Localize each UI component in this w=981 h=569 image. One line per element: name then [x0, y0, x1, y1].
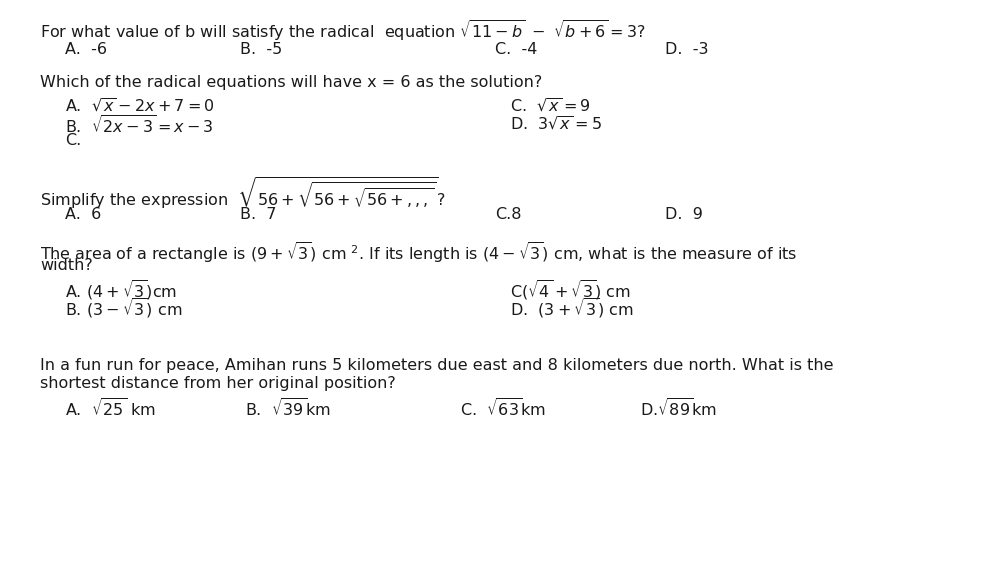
Text: C$(\sqrt{4}+\sqrt{3})$ cm: C$(\sqrt{4}+\sqrt{3})$ cm [510, 278, 631, 302]
Text: D.$\sqrt{89}$km: D.$\sqrt{89}$km [640, 398, 717, 420]
Text: D.  -3: D. -3 [665, 42, 708, 57]
Text: C.  $\sqrt{63}$km: C. $\sqrt{63}$km [460, 398, 545, 420]
Text: width?: width? [40, 258, 93, 273]
Text: D.  $(3+\sqrt{3})$ cm: D. $(3+\sqrt{3})$ cm [510, 296, 634, 320]
Text: C.  -4: C. -4 [495, 42, 538, 57]
Text: A.  $\sqrt{25}$ km: A. $\sqrt{25}$ km [65, 398, 156, 420]
Text: D.  $3\sqrt{x} = 5$: D. $3\sqrt{x} = 5$ [510, 115, 601, 133]
Text: B.  -5: B. -5 [240, 42, 283, 57]
Text: Which of the radical equations will have x = 6 as the solution?: Which of the radical equations will have… [40, 75, 542, 90]
Text: Simplify the expression  $\sqrt{56+\sqrt{56+\sqrt{56+,,,}}}$?: Simplify the expression $\sqrt{56+\sqrt{… [40, 175, 446, 211]
Text: D.  9: D. 9 [665, 207, 702, 222]
Text: A.  6: A. 6 [65, 207, 101, 222]
Text: In a fun run for peace, Amihan runs 5 kilometers due east and 8 kilometers due n: In a fun run for peace, Amihan runs 5 ki… [40, 358, 834, 373]
Text: For what value of b will satisfy the radical  equation $\sqrt{11-b}\ -\ \sqrt{b+: For what value of b will satisfy the rad… [40, 18, 645, 43]
Text: B. $(3-\sqrt{3})$ cm: B. $(3-\sqrt{3})$ cm [65, 296, 182, 320]
Text: A. $(4+\sqrt{3})$cm: A. $(4+\sqrt{3})$cm [65, 278, 178, 302]
Text: B.  7: B. 7 [240, 207, 277, 222]
Text: B.  $\sqrt{39}$km: B. $\sqrt{39}$km [245, 398, 331, 420]
Text: C.8: C.8 [495, 207, 522, 222]
Text: A.  $\sqrt{x} - 2x + 7 = 0$: A. $\sqrt{x} - 2x + 7 = 0$ [65, 97, 215, 115]
Text: shortest distance from her original position?: shortest distance from her original posi… [40, 376, 395, 391]
Text: C.: C. [65, 133, 81, 148]
Text: A.  -6: A. -6 [65, 42, 107, 57]
Text: The area of a rectangle is $(9+\sqrt{3})$ cm $^2$. If its length is $(4-\sqrt{3}: The area of a rectangle is $(9+\sqrt{3})… [40, 240, 798, 265]
Text: B.  $\sqrt{2x-3} = x-3$: B. $\sqrt{2x-3} = x-3$ [65, 115, 214, 137]
Text: C.  $\sqrt{x} = 9$: C. $\sqrt{x} = 9$ [510, 97, 591, 115]
